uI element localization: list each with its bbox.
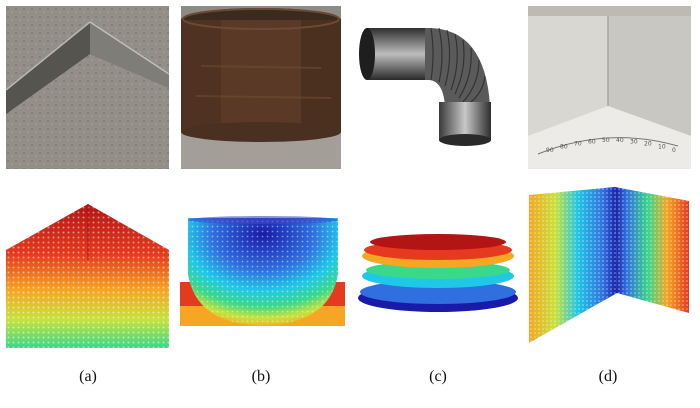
render-c-elbow-duct — [355, 6, 520, 169]
steel-pipe-photo-icon — [181, 6, 341, 169]
protractor-scale-label: 40 — [616, 137, 624, 144]
protractor-scale-label: 80 — [560, 144, 568, 151]
caption-c: (c) — [429, 368, 447, 385]
protractor-scale-label: 10 — [658, 144, 666, 151]
caption-d: (d) — [598, 368, 618, 385]
pointcloud-a-angle-steel — [6, 200, 169, 348]
pointcloud-d-wall-corner — [525, 183, 693, 348]
protractor-scale-label: 70 — [574, 141, 582, 148]
wall-corner-photo-icon: 90 80 70 60 50 40 30 20 10 0 — [528, 6, 691, 169]
caption-a: (a) — [79, 368, 97, 385]
photo-a-angle-steel — [6, 6, 169, 169]
protractor-scale-label: 20 — [644, 141, 652, 148]
caption-b: (b) — [251, 368, 271, 385]
protractor-scale-label: 90 — [546, 147, 554, 154]
protractor-scale-label: 0 — [672, 147, 676, 154]
protractor-scale-label: 50 — [602, 137, 610, 144]
elbow-duct-render-icon — [355, 6, 520, 169]
pointcloud-c-elbow-duct — [353, 232, 523, 316]
pointcloud-b-steel-pipe — [180, 214, 345, 334]
photo-b-steel-pipe — [181, 6, 341, 169]
angle-steel-photo-icon — [6, 6, 169, 169]
protractor-scale-label: 60 — [588, 138, 596, 145]
protractor-scale-label: 30 — [630, 138, 638, 145]
photo-d-wall-corner: 90 80 70 60 50 40 30 20 10 0 — [528, 6, 691, 169]
